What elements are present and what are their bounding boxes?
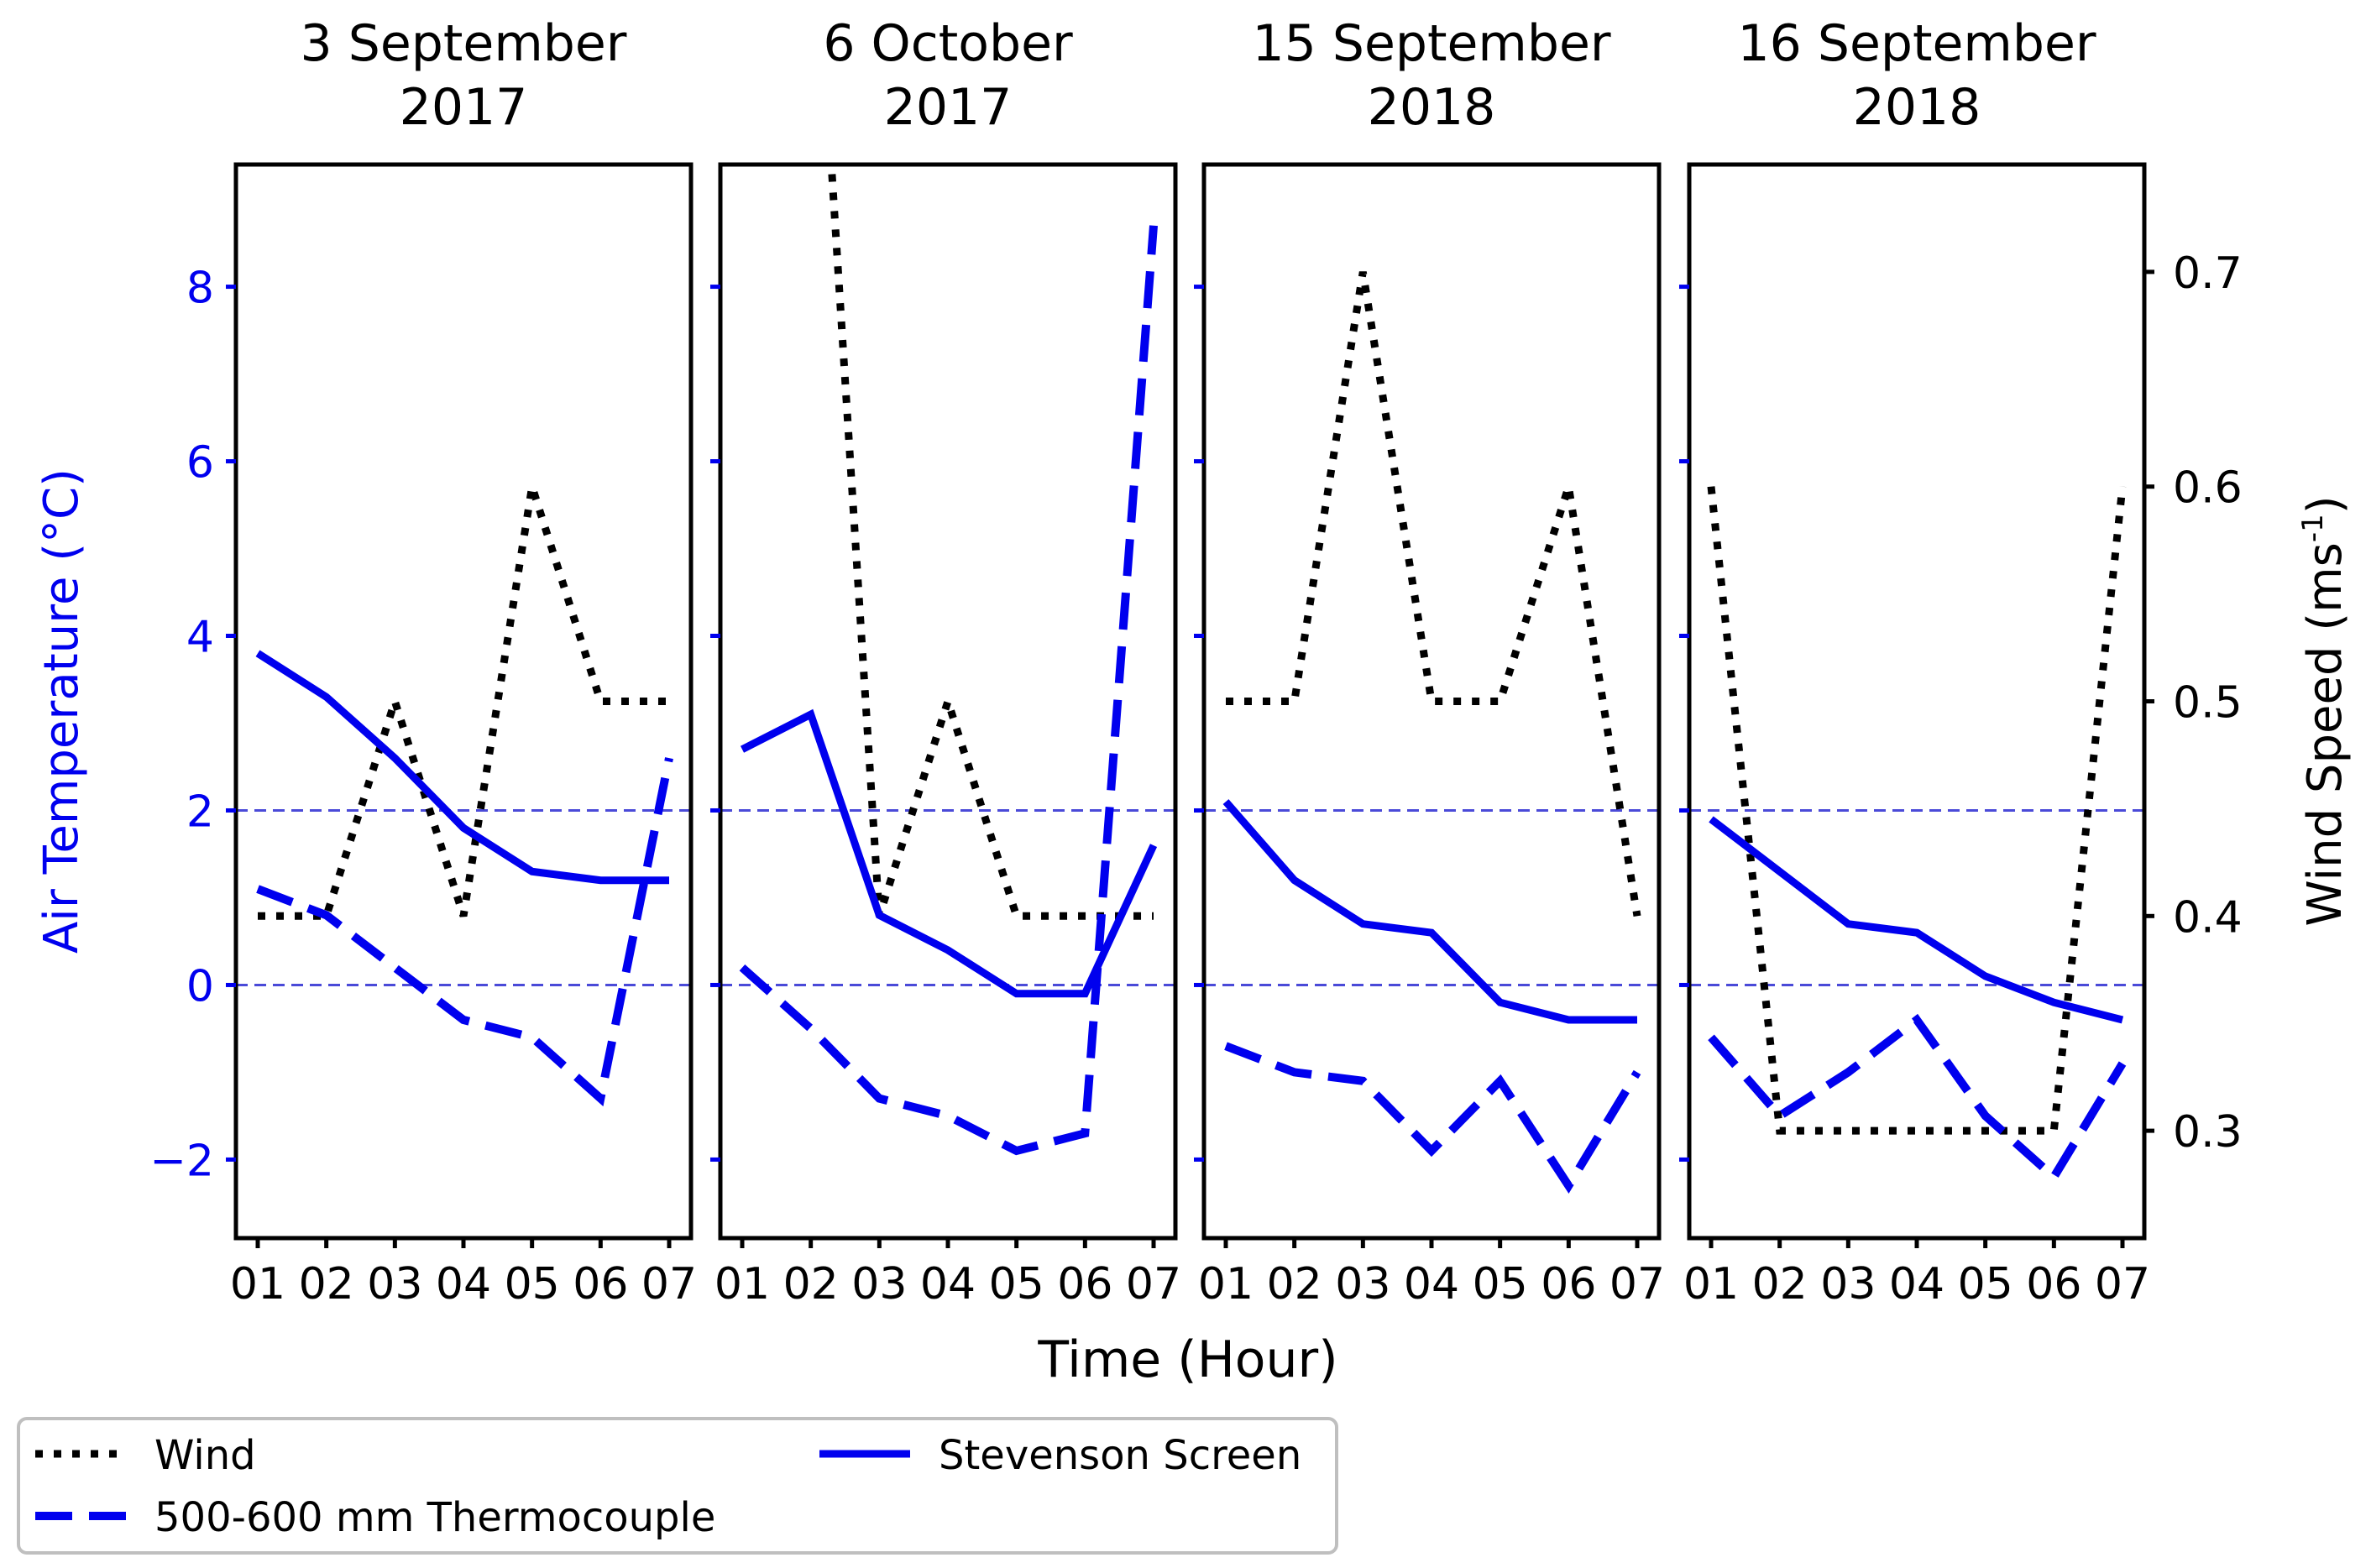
thermocouple-line-panel-4 xyxy=(1708,1013,2127,1184)
x-tick-label: 06 xyxy=(573,1259,628,1309)
wind-tick-label: 0.3 xyxy=(2173,1107,2243,1158)
panel-4: 0.3 0.4 0.5 0.6 0.7 01 02 03 04 05 06 07 16 Septembe… xyxy=(1679,14,2243,1309)
panel-title-line2: 2018 xyxy=(1853,78,1981,137)
temp-tick-label: 8 xyxy=(186,264,214,314)
y-right-label-exponent: -1 xyxy=(2296,514,2330,542)
wind-tick-label: 0.5 xyxy=(2173,678,2243,729)
stevenson-line-panel-3 xyxy=(1222,799,1637,1024)
panel-title-line1: 16 September xyxy=(1737,14,2096,73)
x-tick-label: 05 xyxy=(1958,1259,2013,1309)
wind-line-panel-3 xyxy=(1226,271,1641,917)
x-tick-label: 04 xyxy=(1404,1259,1459,1309)
legend-frame xyxy=(17,1417,1338,1555)
panel-title-line1: 6 October xyxy=(823,14,1073,73)
wind-line-panel-4 xyxy=(1707,486,2127,1135)
panel-title-line1: 15 September xyxy=(1252,14,1610,73)
x-tick-label: 07 xyxy=(2095,1259,2150,1309)
x-tick-label: 01 xyxy=(714,1259,770,1309)
temp-tick-label: 0 xyxy=(186,961,214,1011)
temp-tick-label: 6 xyxy=(186,438,214,489)
x-tick-label: 03 xyxy=(367,1259,422,1309)
x-tick-label: 02 xyxy=(299,1259,354,1309)
x-tick-label: 01 xyxy=(1198,1259,1254,1309)
y-left-axis-label: Air Temperature (°C) xyxy=(34,468,89,954)
x-tick-label: 02 xyxy=(1267,1259,1322,1309)
y-right-label-prefix: Wind Speed (ms xyxy=(2298,542,2353,926)
wind-tick-label: 0.7 xyxy=(2173,248,2243,299)
x-tick-label: 03 xyxy=(1335,1259,1390,1309)
wind-tick-label: 0.6 xyxy=(2173,463,2243,514)
x-tick-label: 03 xyxy=(1820,1259,1876,1309)
temp-tick-label: −2 xyxy=(149,1136,214,1186)
x-tick-label: 06 xyxy=(2026,1259,2081,1309)
legend-entry-thermocouple: 500-600 mm Thermocouple xyxy=(35,1494,715,1541)
wind-tick-label: 0.4 xyxy=(2173,892,2243,943)
x-tick-label: 02 xyxy=(1752,1259,1808,1309)
x-tick-label: 07 xyxy=(1126,1259,1181,1309)
x-tick-label: 07 xyxy=(641,1259,697,1309)
x-tick-label: 02 xyxy=(783,1259,839,1309)
wind-line-panel-2 xyxy=(827,165,1154,920)
axes: Air Temperature (°C) Wind Speed (ms-1) T… xyxy=(34,468,2353,1389)
x-tick-label: 04 xyxy=(436,1259,491,1309)
x-tick-label: 05 xyxy=(505,1259,560,1309)
stevenson-line-panel-4 xyxy=(1709,816,2124,1024)
legend: Wind 500-600 mm Thermocouple Stevenson Scr… xyxy=(17,1417,1338,1555)
legend-label-stevenson: Stevenson Screen xyxy=(939,1432,1301,1479)
x-tick-label: 03 xyxy=(851,1259,907,1309)
x-tick-label: 07 xyxy=(1609,1259,1665,1309)
panel-title-line1: 3 September xyxy=(301,14,627,73)
x-tick-label: 04 xyxy=(920,1259,976,1309)
stevenson-line-panel-2 xyxy=(740,708,1158,998)
panel-title-line2: 2017 xyxy=(884,78,1013,137)
legend-label-thermocouple: 500-600 mm Thermocouple xyxy=(154,1494,715,1541)
x-tick-label: 06 xyxy=(1541,1259,1596,1309)
panel-frame xyxy=(718,162,1178,1241)
x-axis-label: Time (Hour) xyxy=(1037,1330,1337,1389)
thermocouple-line-panel-3 xyxy=(1224,1042,1641,1194)
legend-entry-wind: Wind xyxy=(35,1432,256,1479)
thermocouple-line-panel-1 xyxy=(256,757,673,1107)
thermocouple-line-panel-2 xyxy=(739,225,1158,1156)
x-tick-label: 05 xyxy=(989,1259,1044,1309)
wind-line-panel-1 xyxy=(258,485,669,920)
temp-tick-label: 2 xyxy=(186,787,214,837)
panel-title-line2: 2018 xyxy=(1368,78,1496,137)
stevenson-line-panel-1 xyxy=(255,650,669,885)
x-tick-label: 05 xyxy=(1473,1259,1528,1309)
legend-entry-stevenson: Stevenson Screen xyxy=(819,1432,1301,1479)
panel-title-line2: 2017 xyxy=(400,78,528,137)
panel-frame xyxy=(1687,162,2147,1241)
temp-tick-label: 4 xyxy=(186,613,214,663)
x-tick-label: 04 xyxy=(1889,1259,1944,1309)
y-right-axis-label: Wind Speed (ms-1) xyxy=(2296,495,2353,926)
y-right-label-suffix: ) xyxy=(2298,495,2353,514)
panel-frame xyxy=(1201,162,1662,1241)
legend-label-wind: Wind xyxy=(154,1432,256,1479)
x-tick-label: 06 xyxy=(1057,1259,1112,1309)
x-tick-label: 01 xyxy=(1683,1259,1739,1309)
x-tick-label: 01 xyxy=(230,1259,285,1309)
